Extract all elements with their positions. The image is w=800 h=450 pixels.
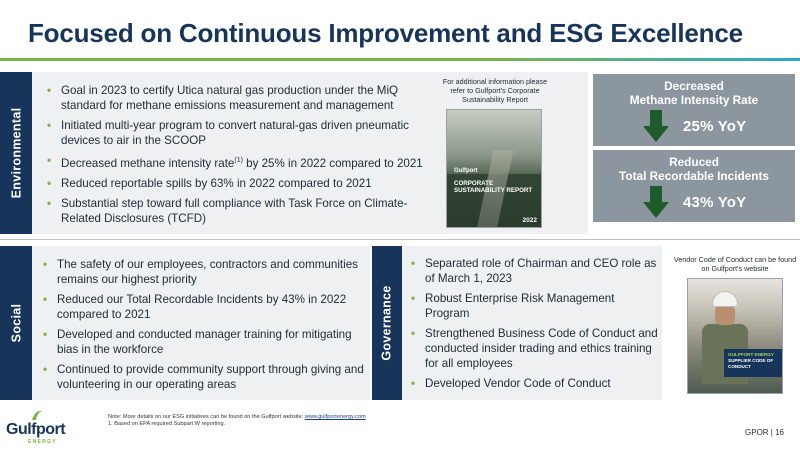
cover-year: 2022 <box>522 217 537 224</box>
vendor-note: Vendor Code of Conduct can be found on G… <box>673 255 797 273</box>
list-item: Initiated multi-year program to convert … <box>44 118 434 148</box>
title-underline <box>0 58 800 61</box>
footnote-note: Note: More details on our ESG initiative… <box>108 414 528 421</box>
kpi-title-line2: Total Recordable Incidents <box>619 169 769 183</box>
vendor-code-image[interactable]: GULFPORT ENERGY SUPPLIER CODE OF CONDUCT <box>687 278 783 394</box>
kpi-value: 25% YoY <box>683 118 747 135</box>
gulfport-logo: Gulfport ENERGY <box>6 410 66 446</box>
footnote-note-text: Note: More details on our ESG initiative… <box>108 414 305 420</box>
kpi-value: 43% YoY <box>683 194 747 211</box>
website-link[interactable]: www.gulfportenergy.com <box>304 414 366 420</box>
list-item: Developed Vendor Code of Conduct <box>408 376 662 391</box>
list-item: The safety of our employees, contractors… <box>40 257 365 287</box>
logo-subtext: ENERGY <box>28 439 57 445</box>
cover-title: CORPORATE SUSTAINABILITY REPORT <box>454 180 533 195</box>
hard-hat-icon <box>712 291 738 307</box>
list-item: Robust Enterprise Risk Management Progra… <box>408 291 662 321</box>
kpi-title-line2: Methane Intensity Rate <box>629 93 759 107</box>
list-item: Strengthened Business Code of Conduct an… <box>408 326 662 371</box>
list-item: Decreased methane intensity rate(1) by 2… <box>44 153 434 171</box>
methane-bullet-text-end: by 25% in 2022 compared to 2021 <box>242 156 423 170</box>
list-item: Substantial step toward full compliance … <box>44 196 434 226</box>
page-title: Focused on Continuous Improvement and ES… <box>28 18 743 48</box>
governance-tab: Governance <box>372 246 402 400</box>
kpi-title: Reduced Total Recordable Incidents <box>593 155 795 183</box>
vendor-banner-line1: GULFPORT ENERGY <box>728 352 774 357</box>
sustainability-report-cover[interactable]: Gulfport CORPORATE SUSTAINABILITY REPORT… <box>446 109 542 228</box>
down-arrow-icon <box>643 110 669 142</box>
vendor-banner-line2: SUPPLIER CODE OF CONDUCT <box>728 358 774 369</box>
report-note: For additional information please refer … <box>442 77 548 104</box>
page-number: GPOR | 16 <box>745 428 784 437</box>
worker-face <box>715 305 735 325</box>
footnote: Note: More details on our ESG initiative… <box>108 414 528 428</box>
social-tab-label: Social <box>9 303 23 343</box>
list-item: Reduced reportable spills by 63% in 2022… <box>44 176 434 191</box>
list-item: Reduced our Total Recordable Incidents b… <box>40 292 365 322</box>
governance-bullet-list: Separated role of Chairman and CEO role … <box>408 256 662 396</box>
cover-logo: Gulfport <box>454 168 478 174</box>
list-item: Continued to provide community support t… <box>40 362 365 392</box>
environmental-tab-label: Environmental <box>9 107 24 199</box>
environmental-bullet-list: Goal in 2023 to certify Utica natural ga… <box>44 83 434 231</box>
flame-mark-icon <box>32 410 42 420</box>
footnote-marker: (1) <box>234 157 243 164</box>
governance-tab-label: Governance <box>380 285 395 361</box>
footnote-1: 1. Based on EPA required Subpart W repor… <box>108 421 226 428</box>
logo-wordmark: Gulfport <box>6 421 66 438</box>
section-divider <box>0 239 800 240</box>
kpi-recordable-incidents: Reduced Total Recordable Incidents 43% Yo… <box>593 150 795 222</box>
down-arrow-icon <box>643 186 669 218</box>
kpi-title-line1: Decreased <box>664 79 724 93</box>
kpi-title-line1: Reduced <box>669 155 719 169</box>
kpi-methane-intensity: Decreased Methane Intensity Rate 25% YoY <box>593 74 795 146</box>
environmental-tab: Environmental <box>0 72 32 234</box>
social-bullet-list: The safety of our employees, contractors… <box>40 257 365 397</box>
social-tab: Social <box>0 246 32 400</box>
list-item: Developed and conducted manager training… <box>40 327 365 357</box>
list-item: Goal in 2023 to certify Utica natural ga… <box>44 83 434 113</box>
kpi-title: Decreased Methane Intensity Rate <box>593 79 795 107</box>
vendor-banner: GULFPORT ENERGY SUPPLIER CODE OF CONDUCT <box>724 349 782 377</box>
list-item: Separated role of Chairman and CEO role … <box>408 256 662 286</box>
methane-bullet-text: Decreased methane intensity rate <box>61 156 235 170</box>
